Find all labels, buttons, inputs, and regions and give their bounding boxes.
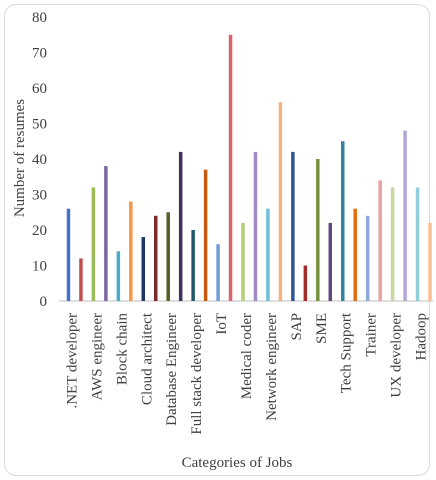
category-label: Network engineer	[264, 313, 280, 421]
x-axis-title: Categories of Jobs	[182, 455, 293, 471]
y-tick-label: 40	[32, 152, 47, 168]
bar	[278, 102, 283, 301]
category-label: Trainer	[364, 313, 380, 357]
bar	[403, 130, 407, 301]
bar	[266, 208, 270, 301]
category-label: UX developer	[389, 313, 405, 398]
bar	[253, 151, 258, 301]
category-label: SAP	[289, 313, 305, 341]
category-label: Cloud architect	[139, 312, 155, 405]
category-label: Hadoop	[414, 313, 430, 361]
y-tick-label: 80	[32, 10, 47, 26]
y-tick-label: 50	[32, 117, 47, 133]
y-tick-label: 70	[32, 46, 47, 62]
category-label: Tech Support	[339, 312, 355, 393]
chart-frame	[4, 4, 430, 476]
bar	[328, 222, 333, 301]
category-label: AWS engineer	[89, 313, 105, 401]
bar	[203, 169, 208, 301]
bars	[66, 34, 432, 301]
bar	[316, 159, 320, 301]
y-tick-label: 10	[32, 259, 47, 275]
bar	[415, 187, 420, 301]
bar	[66, 208, 71, 301]
bar	[153, 215, 158, 301]
bar	[340, 141, 345, 301]
x-axis-categories: .NET developer AWS engineer Block chain Clo…	[64, 312, 429, 434]
bar	[228, 34, 233, 301]
bar	[241, 222, 245, 301]
y-tick-label: 30	[32, 188, 47, 204]
y-axis-ticks: 0 10 20 30 40 50 60 70 80	[32, 10, 47, 310]
category-label: SME	[314, 313, 330, 344]
bar	[116, 251, 121, 301]
category-label: Medical coder	[239, 313, 255, 399]
bar	[303, 265, 308, 301]
bar	[378, 180, 382, 301]
bar	[353, 208, 357, 301]
category-label: Full stack developer	[189, 313, 205, 435]
bar	[390, 187, 395, 301]
category-label: .NET developer	[64, 313, 80, 409]
bar	[79, 258, 83, 301]
category-label: IoT	[214, 313, 230, 335]
bar	[428, 222, 432, 301]
y-tick-label: 20	[32, 223, 47, 239]
bar	[166, 212, 170, 301]
bar	[191, 230, 195, 301]
y-axis-title: Number of resumes	[12, 99, 28, 217]
bar	[291, 151, 295, 301]
bar	[178, 151, 183, 301]
bar	[216, 244, 220, 301]
bar	[141, 237, 146, 301]
bar	[365, 215, 370, 301]
category-label: Database Engineer	[164, 313, 180, 426]
bar	[129, 201, 133, 301]
bar	[104, 166, 108, 301]
category-label: Block chain	[114, 313, 130, 386]
y-tick-label: 0	[40, 294, 48, 310]
bar	[91, 187, 96, 301]
y-tick-label: 60	[32, 81, 47, 97]
